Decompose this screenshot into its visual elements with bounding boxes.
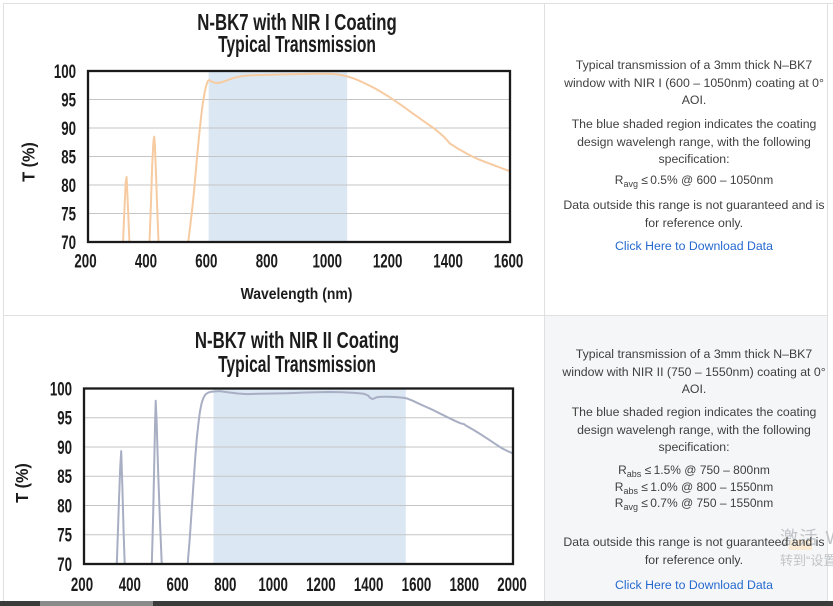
svg-text:T (%): T (%): [12, 463, 32, 503]
svg-text:75: 75: [61, 204, 76, 225]
svg-text:T (%): T (%): [19, 142, 39, 182]
svg-text:600: 600: [195, 251, 217, 272]
svg-text:Typical Transmission: Typical Transmission: [218, 32, 376, 58]
svg-text:90: 90: [61, 119, 76, 140]
svg-text:1200: 1200: [306, 575, 336, 596]
svg-text:800: 800: [256, 251, 278, 272]
svg-text:85: 85: [57, 467, 72, 488]
svg-text:200: 200: [74, 251, 96, 272]
svg-text:95: 95: [57, 408, 72, 429]
svg-text:95: 95: [61, 90, 76, 111]
svg-text:1400: 1400: [354, 575, 384, 596]
svg-text:Typical Transmission: Typical Transmission: [218, 352, 376, 378]
svg-text:200: 200: [71, 575, 93, 596]
svg-text:400: 400: [119, 575, 141, 596]
svg-text:Wavelength (nm): Wavelength (nm): [241, 286, 353, 303]
svg-text:80: 80: [57, 496, 72, 517]
svg-text:1000: 1000: [258, 575, 288, 596]
svg-text:1600: 1600: [402, 575, 432, 596]
svg-text:800: 800: [214, 575, 236, 596]
svg-text:N-BK7 with NIR I Coating: N-BK7 with NIR I Coating: [197, 11, 396, 36]
svg-text:100: 100: [54, 62, 76, 83]
svg-text:85: 85: [61, 147, 76, 168]
svg-text:2000: 2000: [497, 575, 527, 596]
svg-text:70: 70: [61, 233, 76, 254]
svg-text:1400: 1400: [433, 251, 463, 272]
svg-text:70: 70: [57, 555, 72, 576]
svg-text:N-BK7 with NIR II Coating: N-BK7 with NIR II Coating: [195, 329, 399, 354]
svg-text:1000: 1000: [312, 251, 342, 272]
svg-text:90: 90: [57, 438, 72, 459]
svg-text:1200: 1200: [373, 251, 403, 272]
svg-text:1800: 1800: [449, 575, 479, 596]
svg-text:1600: 1600: [494, 251, 524, 272]
svg-text:400: 400: [135, 251, 157, 272]
svg-text:100: 100: [50, 379, 72, 400]
svg-text:75: 75: [57, 525, 72, 546]
svg-text:80: 80: [61, 176, 76, 197]
svg-text:600: 600: [166, 575, 188, 596]
